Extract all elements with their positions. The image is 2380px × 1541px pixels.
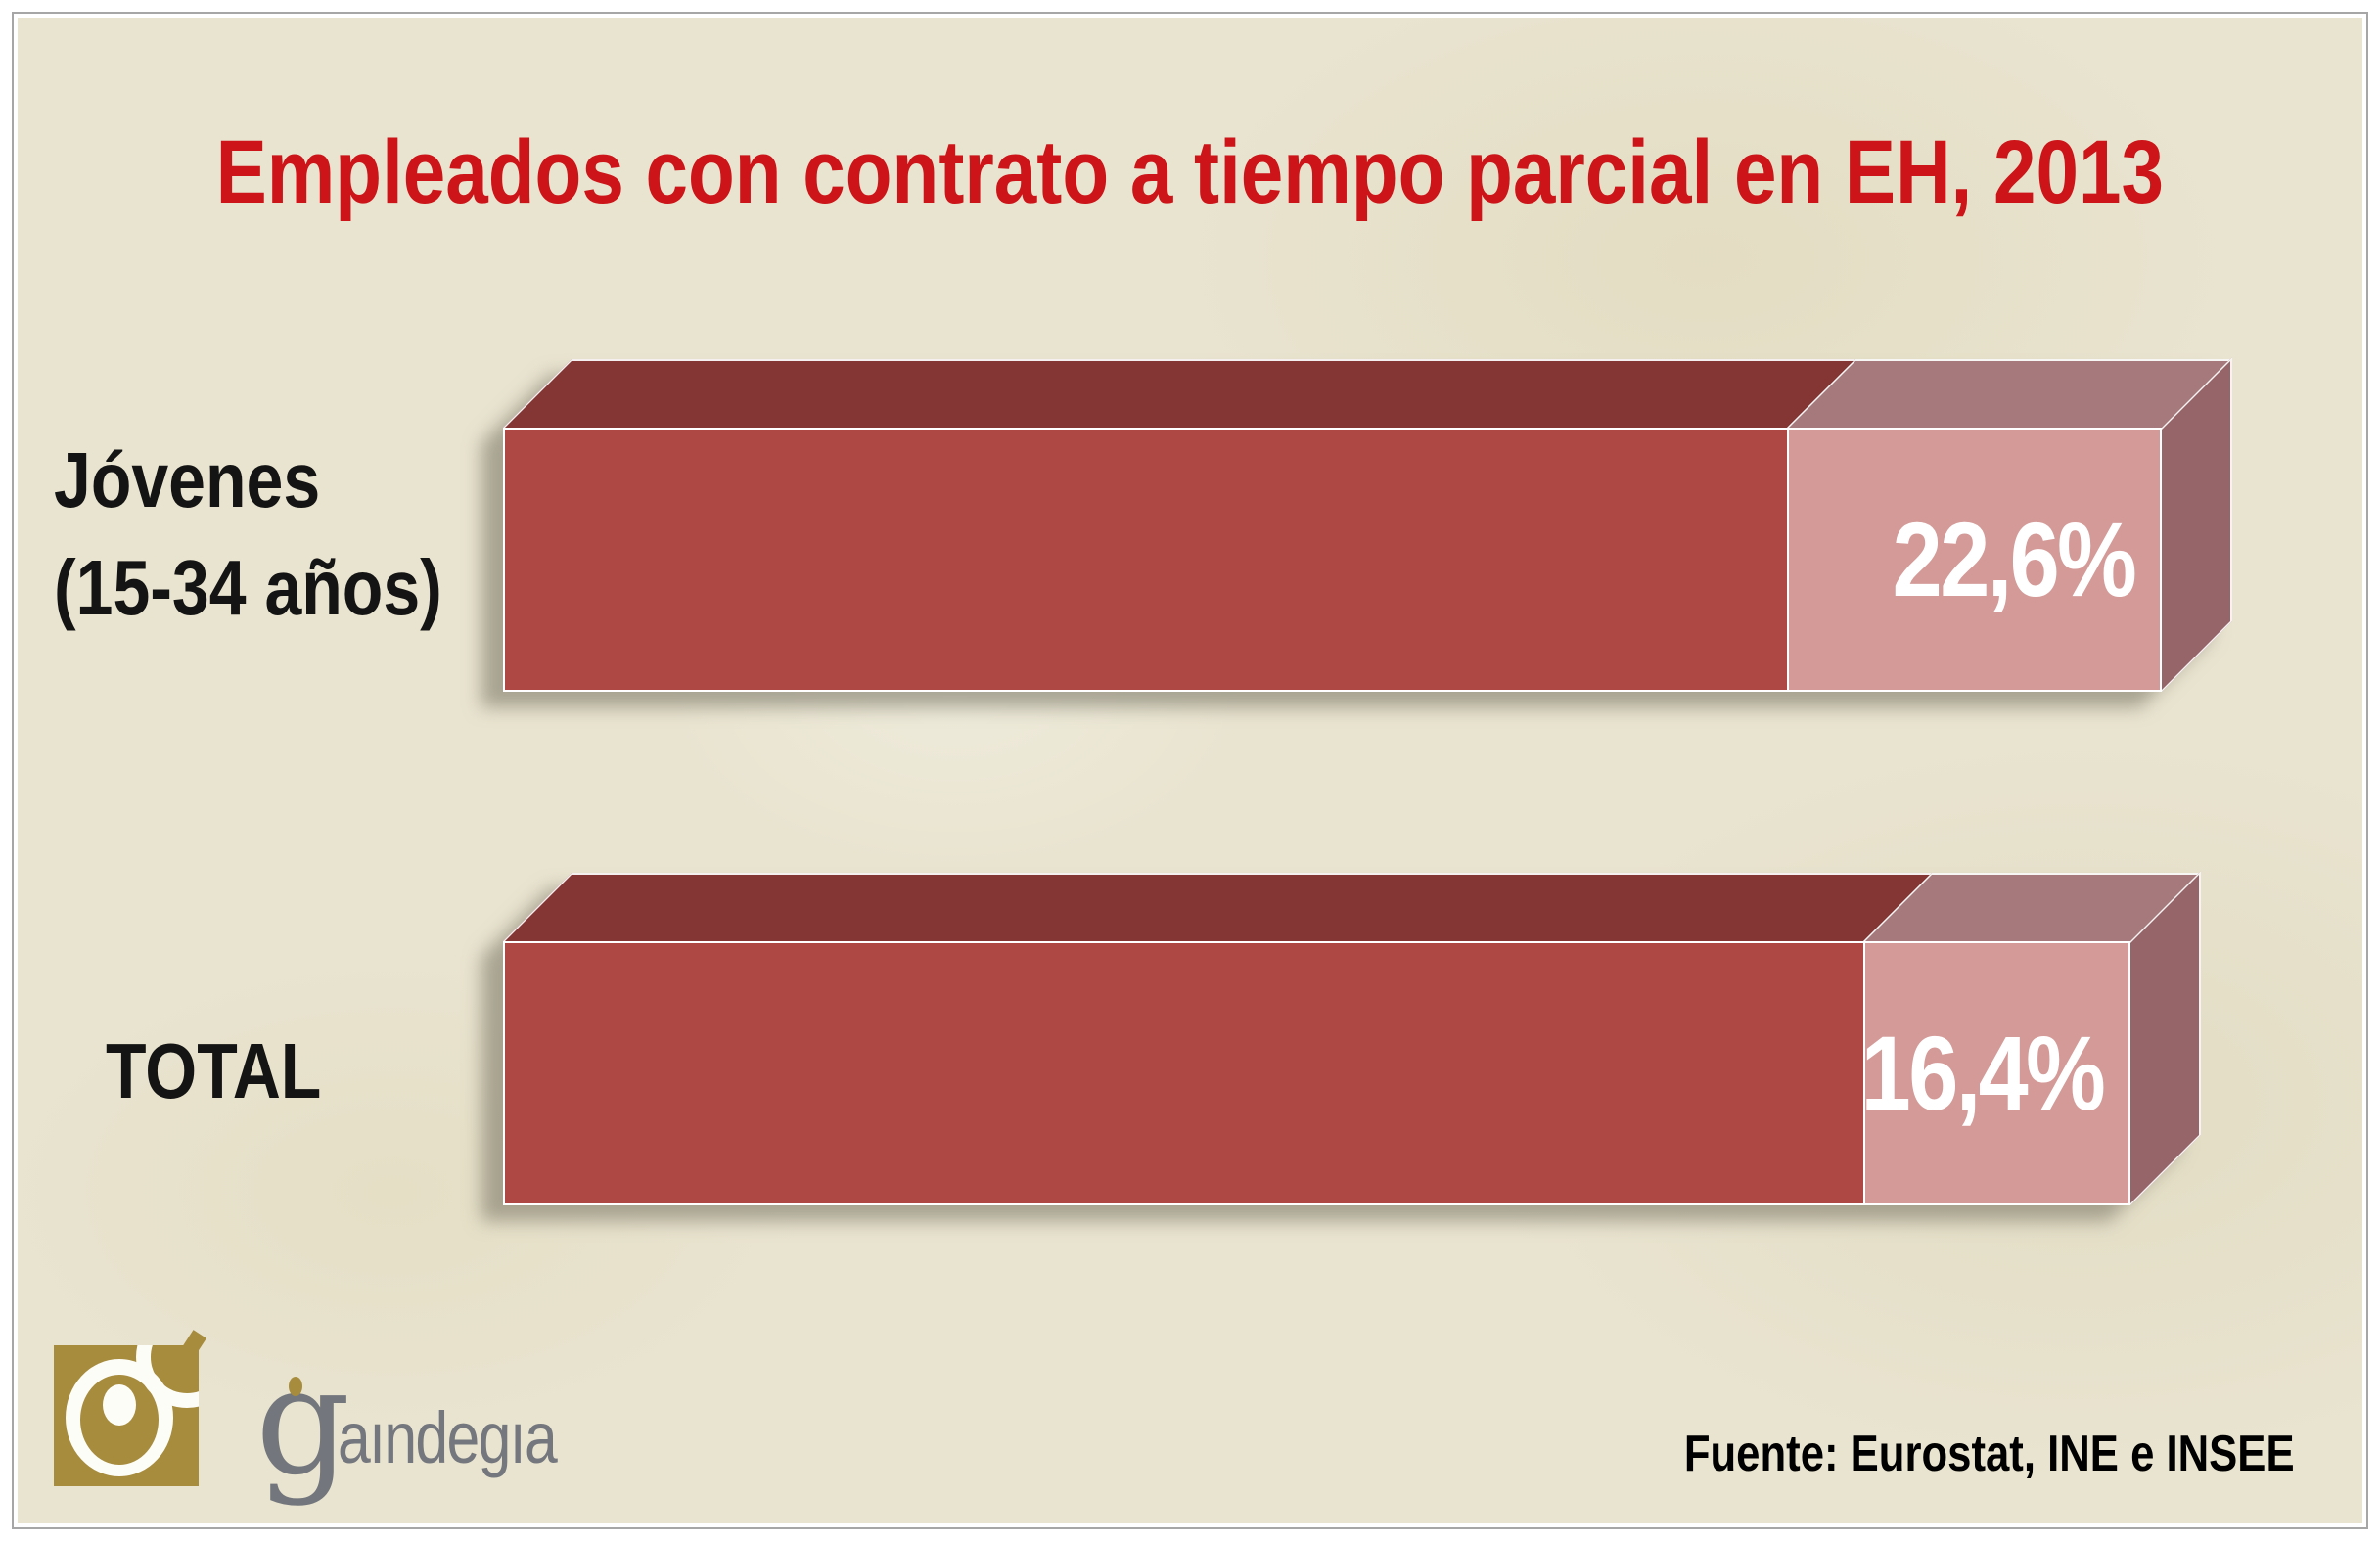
bar-total-top-main xyxy=(503,873,1933,941)
category-label-total: TOTAL xyxy=(106,1018,321,1125)
chart-title: Empleados con contrato a tiempo parcial … xyxy=(0,125,2380,220)
logo-wordmark: aındegıa xyxy=(338,1397,558,1478)
gaindegia-logo-mark xyxy=(54,1345,199,1486)
bar-jovenes-front-main xyxy=(503,428,1787,692)
category-label-line1: TOTAL xyxy=(106,1027,322,1114)
bar-total-top-face xyxy=(503,873,2199,941)
bar-jovenes-front-face: 22,6% xyxy=(503,428,2162,692)
source-note: Fuente: Eurostat, INE e INSEE xyxy=(1684,1426,2295,1482)
bar-total-value-label: 16,4% xyxy=(1860,1014,2105,1132)
bar-jovenes-top-face xyxy=(503,359,2230,428)
bar-jovenes-top-tip xyxy=(1786,359,2230,428)
bar-jovenes-value-label: 22,6% xyxy=(1892,500,2136,618)
category-label-jovenes: Jóvenes (15-34 años) xyxy=(54,427,442,643)
chart-title-text: Empleados con contrato a tiempo parcial … xyxy=(215,121,2165,222)
chart-background xyxy=(18,18,2362,1523)
logo-initial-dot xyxy=(289,1377,302,1396)
gaindegia-logo: g aındegıa xyxy=(54,1330,563,1518)
bar-jovenes-front-tip: 22,6% xyxy=(1786,428,2162,692)
bar-jovenes: 22,6% xyxy=(503,357,2232,692)
logo-egg-highlight xyxy=(103,1384,136,1426)
logo-initial-g: g xyxy=(255,1335,351,1508)
bar-total-front-main xyxy=(503,941,1864,1205)
bar-total: 16,4% xyxy=(503,871,2201,1205)
bar-total-front-face: 16,4% xyxy=(503,941,2130,1205)
category-label-line1: Jóvenes xyxy=(54,436,321,523)
bar-total-front-tip: 16,4% xyxy=(1860,941,2130,1205)
bar-jovenes-top-main xyxy=(503,359,1855,428)
category-label-line2: (15-34 años) xyxy=(54,544,442,632)
